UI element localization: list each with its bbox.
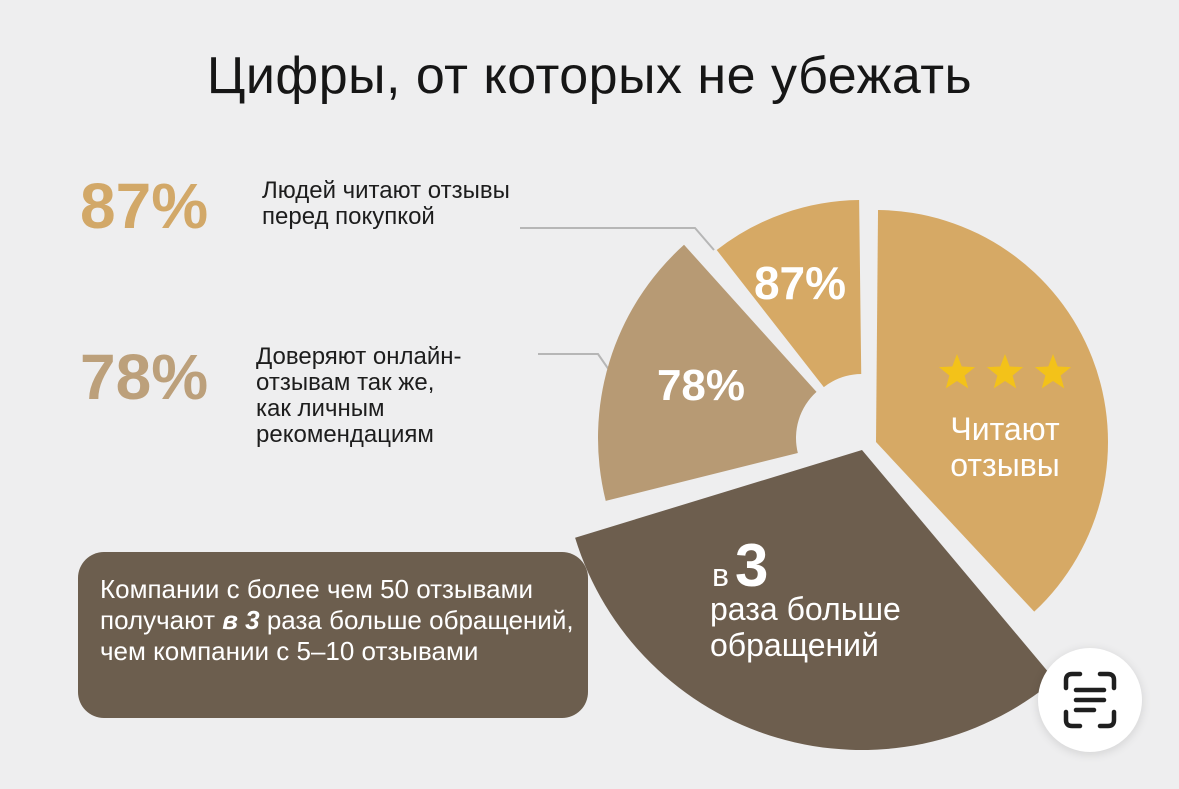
slice-read-reviews [876, 210, 1108, 612]
slice-three-times [575, 450, 1055, 750]
stat-87-text: Людей читают отзывы перед покупкой [262, 177, 510, 230]
star-icon [986, 354, 1024, 389]
stat-78-value: 78% [80, 341, 209, 413]
stars-rating [938, 354, 1072, 389]
slice-87 [716, 200, 862, 388]
companies-note-text: Компании с более чем 50 отзывами получаю… [100, 574, 574, 666]
caption-three-times-line1: раза больше [710, 591, 901, 627]
star-icon [938, 354, 976, 389]
companies-note-box: Компании с более чем 50 отзывами получаю… [78, 552, 588, 718]
caption-read-reviews-line1: Читают [950, 411, 1060, 447]
connector-line-87 [520, 227, 715, 251]
text-scan-button[interactable] [1038, 648, 1142, 752]
page-title: Цифры, от которых не убежать [206, 47, 973, 105]
text-scan-icon [1063, 671, 1117, 729]
caption-read-reviews-line2: отзывы [950, 447, 1059, 483]
stat-78-text: Доверяют онлайн- отзывам так же, как лич… [256, 343, 462, 448]
slice-label-87: 87% [754, 257, 846, 309]
slice-label-78: 78% [657, 361, 745, 410]
caption-three-times-line2: обращений [710, 627, 879, 663]
slice-78 [597, 244, 817, 501]
star-icon [1034, 354, 1072, 389]
connector-line-78 [538, 353, 617, 381]
stat-87-value: 87% [80, 170, 209, 242]
